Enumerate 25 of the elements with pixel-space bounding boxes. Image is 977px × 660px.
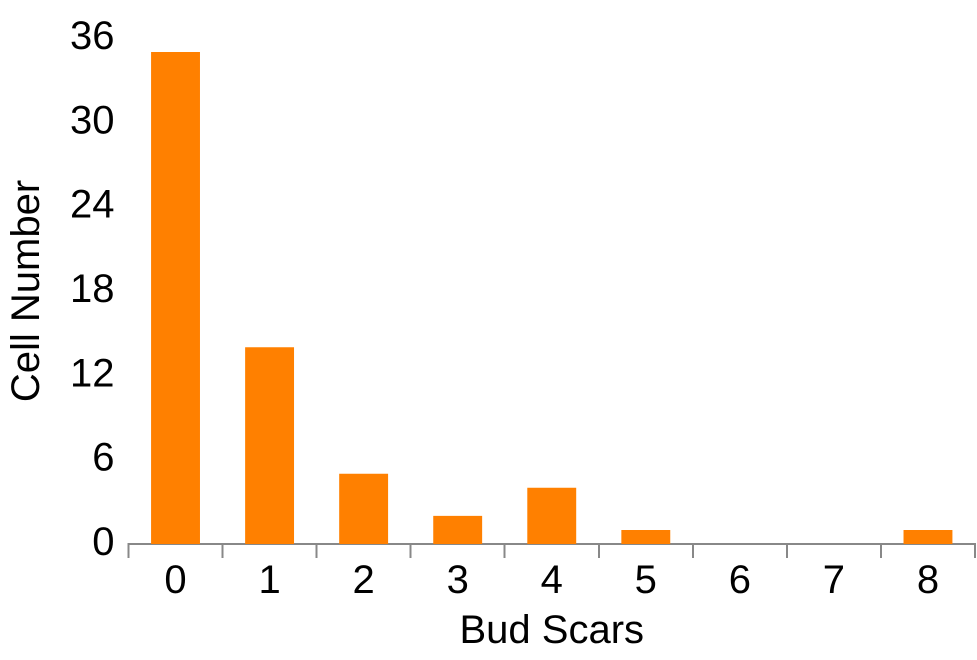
bar xyxy=(621,530,670,544)
x-axis-title: Bud Scars xyxy=(459,608,644,652)
x-tick-label: 5 xyxy=(634,558,657,602)
bar xyxy=(151,52,200,544)
x-tick-label: 7 xyxy=(822,558,846,602)
bar xyxy=(245,347,294,544)
y-tick-label: 24 xyxy=(70,182,114,227)
y-tick-label: 6 xyxy=(92,436,114,480)
x-tick-label: 1 xyxy=(258,558,281,602)
bar xyxy=(527,488,576,544)
y-tick-label: 30 xyxy=(70,98,114,142)
y-tick-label: 18 xyxy=(70,267,114,312)
y-axis-title: Cell Number xyxy=(4,180,48,402)
x-tick-label: 4 xyxy=(540,558,563,602)
x-tick-label: 6 xyxy=(728,558,751,602)
x-tick-label: 8 xyxy=(916,558,940,602)
x-tick-label: 3 xyxy=(446,558,469,602)
x-tick-label: 2 xyxy=(352,558,375,602)
x-tick-label: 0 xyxy=(164,558,187,602)
bar xyxy=(433,516,482,544)
y-tick-label: 12 xyxy=(70,351,114,396)
bar xyxy=(339,474,388,544)
y-tick-label: 0 xyxy=(92,520,114,564)
y-tick-label: 36 xyxy=(70,14,114,58)
bar xyxy=(904,530,952,544)
